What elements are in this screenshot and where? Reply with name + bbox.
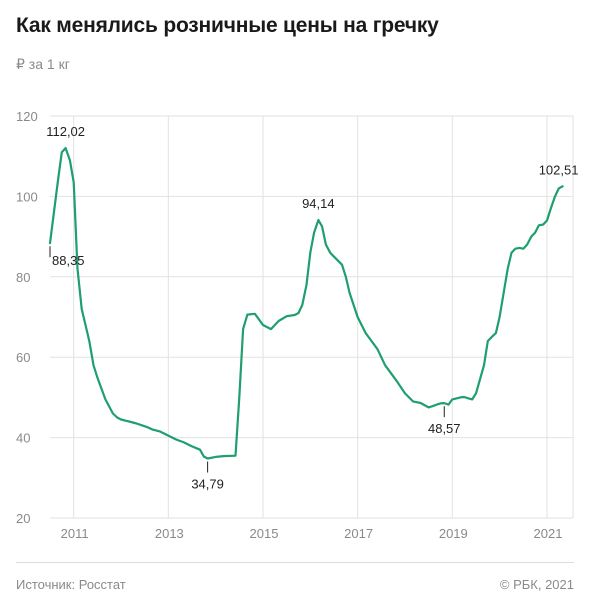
y-tick-label: 120 <box>16 109 38 124</box>
y-tick-label: 100 <box>16 189 38 204</box>
price-series-line <box>48 147 564 460</box>
x-tick-label: 2015 <box>250 526 279 541</box>
data-label: 102,51 <box>539 162 579 177</box>
data-label: 88,35 <box>52 253 85 268</box>
copyright-label: © РБК, 2021 <box>499 577 574 592</box>
footer-divider <box>16 562 574 563</box>
source-label: Источник: Росстат <box>16 577 126 592</box>
data-label: 48,57 <box>428 421 461 436</box>
data-label: 94,14 <box>302 196 335 211</box>
x-tick-label: 2017 <box>344 526 373 541</box>
data-label: 34,79 <box>191 477 224 492</box>
chart-subtitle: ₽ за 1 кг <box>16 56 70 72</box>
y-tick-label: 80 <box>16 270 30 285</box>
y-tick-label: 20 <box>16 511 30 526</box>
buckwheat-price-chart: 20 40 60 80 100 120 2011 2013 2015 2017 2019 2021 88… <box>16 109 579 541</box>
data-label: 112,02 <box>46 124 85 139</box>
x-tick-label: 2011 <box>61 526 89 541</box>
y-tick-label: 40 <box>16 431 30 446</box>
x-tick-label: 2013 <box>155 526 184 541</box>
chart-title: Как менялись розничные цены на гречку <box>16 14 439 37</box>
x-tick-label: 2021 <box>534 526 563 541</box>
x-tick-label: 2019 <box>439 526 468 541</box>
y-tick-label: 60 <box>16 350 30 365</box>
